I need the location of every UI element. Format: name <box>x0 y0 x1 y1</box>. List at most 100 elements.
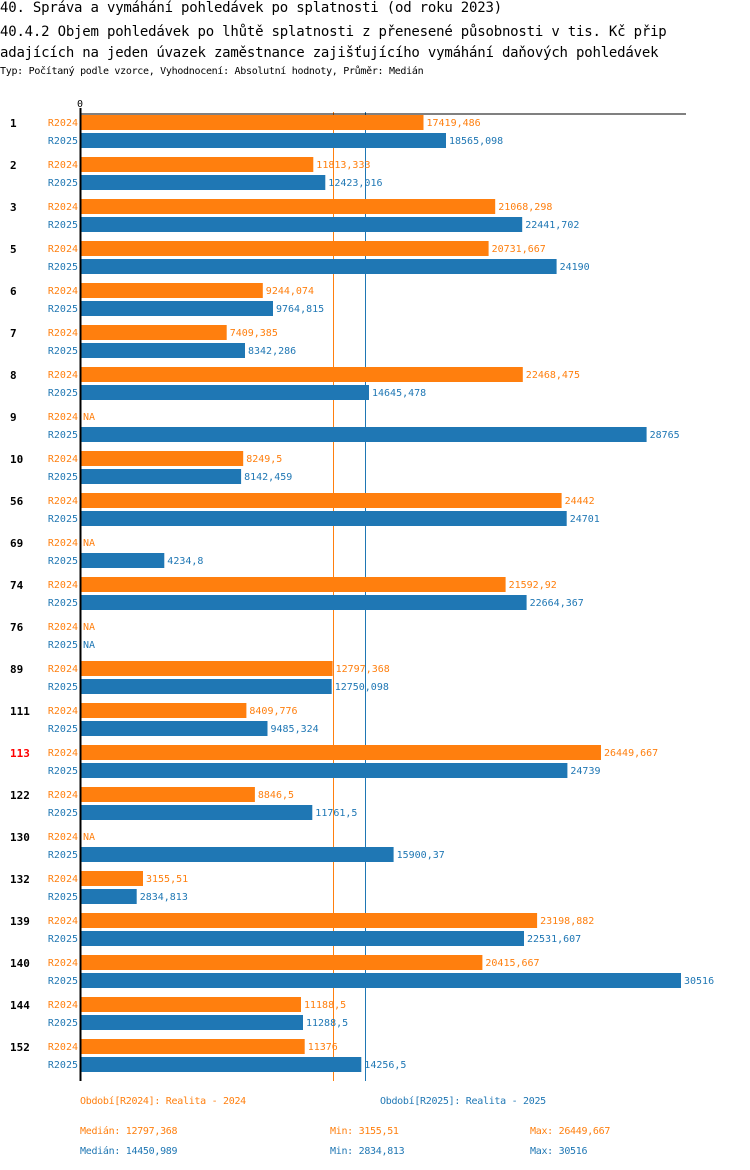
x-tick-label: 0 <box>77 99 83 110</box>
data-label: 11188,5 <box>304 1000 346 1011</box>
bar-r2024 <box>81 577 506 592</box>
series-label: R2025 <box>48 220 78 231</box>
series-label: R2025 <box>48 976 78 987</box>
series-label: R2024 <box>48 538 78 549</box>
category-label: 56 <box>10 495 24 508</box>
series-label: R2024 <box>48 664 78 675</box>
series-label: R2024 <box>48 286 78 297</box>
series-label: R2024 <box>48 160 78 171</box>
stat-median-r2025: Medián: 14450,989 <box>80 1146 178 1157</box>
data-label: 11761,5 <box>315 808 357 819</box>
series-label: R2024 <box>48 580 78 591</box>
data-label: 24190 <box>560 262 590 273</box>
bar-r2025 <box>81 763 568 778</box>
data-label: 12750,098 <box>335 682 389 693</box>
series-label: R2024 <box>48 370 78 381</box>
bar-r2024 <box>81 1039 305 1054</box>
stat-median-r2024: Medián: 12797,368 <box>80 1126 178 1137</box>
category-label: 3 <box>10 201 17 214</box>
bar-r2025 <box>81 427 647 442</box>
category-label: 132 <box>10 873 30 886</box>
series-label: R2025 <box>48 136 78 147</box>
bar-r2024 <box>81 703 247 718</box>
series-label: R2025 <box>48 934 78 945</box>
category-label: 113 <box>10 747 30 760</box>
bar-r2025 <box>81 175 326 190</box>
series-label: R2024 <box>48 1042 78 1053</box>
series-label: R2025 <box>48 556 78 567</box>
category-label: 130 <box>10 831 30 844</box>
category-label: 76 <box>10 621 24 634</box>
category-label: 10 <box>10 453 23 466</box>
series-label: R2025 <box>48 262 78 273</box>
series-label: R2024 <box>48 118 78 129</box>
data-label: 8249,5 <box>246 454 282 465</box>
legend-item-r2025: Období[R2025]: Realita - 2025 <box>380 1096 546 1107</box>
bar-r2025 <box>81 469 242 484</box>
series-label: R2024 <box>48 1000 78 1011</box>
data-label: 9764,815 <box>276 304 324 315</box>
bar-r2025 <box>81 259 557 274</box>
bar-r2024 <box>81 241 489 256</box>
data-label: 24701 <box>570 514 600 525</box>
bar-r2025 <box>81 1015 303 1030</box>
series-label: R2025 <box>48 724 78 735</box>
series-label: R2025 <box>48 598 78 609</box>
series-label: R2024 <box>48 202 78 213</box>
data-label: 22531,607 <box>527 934 581 945</box>
data-label: 21592,92 <box>509 580 557 591</box>
data-label: 4234,8 <box>167 556 203 567</box>
data-label: 12797,368 <box>336 664 390 675</box>
data-label: 3155,51 <box>146 874 188 885</box>
series-label: R2024 <box>48 454 78 465</box>
series-label: R2024 <box>48 622 78 633</box>
data-label: 20731,667 <box>492 244 546 255</box>
bar-r2025 <box>81 931 524 946</box>
series-label: R2025 <box>48 430 78 441</box>
category-label: 122 <box>10 789 30 802</box>
data-label: 14256,5 <box>364 1060 406 1071</box>
data-label: 23198,882 <box>540 916 594 927</box>
stat-max-r2025: Max: 30516 <box>530 1146 588 1157</box>
bar-r2025 <box>81 343 245 358</box>
series-label: R2024 <box>48 916 78 927</box>
bar-r2024 <box>81 955 483 970</box>
bar-r2024 <box>81 367 523 382</box>
series-label: R2025 <box>48 892 78 903</box>
data-label: 8142,459 <box>244 472 292 483</box>
data-label: 24442 <box>565 496 595 507</box>
data-label: NA <box>83 538 95 549</box>
data-label: 11813,333 <box>316 160 370 171</box>
chart-section-title: 40. Správa a vymáhání pohledávek po spla… <box>0 0 502 16</box>
series-label: R2025 <box>48 1018 78 1029</box>
data-label: 11288,5 <box>306 1018 348 1029</box>
bar-r2025 <box>81 679 332 694</box>
category-label: 7 <box>10 327 17 340</box>
data-label: 8342,286 <box>248 346 296 357</box>
series-label: R2024 <box>48 958 78 969</box>
series-label: R2025 <box>48 766 78 777</box>
stat-min-r2025: Min: 2834,813 <box>330 1146 405 1157</box>
data-label: NA <box>83 622 95 633</box>
series-label: R2025 <box>48 304 78 315</box>
chart-title-line-2: adajících na jeden úvazek zaměstnance za… <box>0 45 659 61</box>
category-label: 5 <box>10 243 17 256</box>
data-label: 22468,475 <box>526 370 580 381</box>
bar-r2025 <box>81 1057 362 1072</box>
bar-r2024 <box>81 493 562 508</box>
series-label: R2024 <box>48 412 78 423</box>
bar-r2025 <box>81 805 313 820</box>
series-label: R2024 <box>48 832 78 843</box>
bar-r2025 <box>81 385 369 400</box>
data-label: 15900,37 <box>397 850 445 861</box>
data-label: 14645,478 <box>372 388 426 399</box>
category-label: 6 <box>10 285 17 298</box>
bar-r2024 <box>81 997 301 1012</box>
series-label: R2025 <box>48 346 78 357</box>
series-label: R2024 <box>48 874 78 885</box>
bar-r2025 <box>81 217 523 232</box>
data-label: 8846,5 <box>258 790 294 801</box>
bar-r2025 <box>81 511 567 526</box>
series-label: R2025 <box>48 850 78 861</box>
